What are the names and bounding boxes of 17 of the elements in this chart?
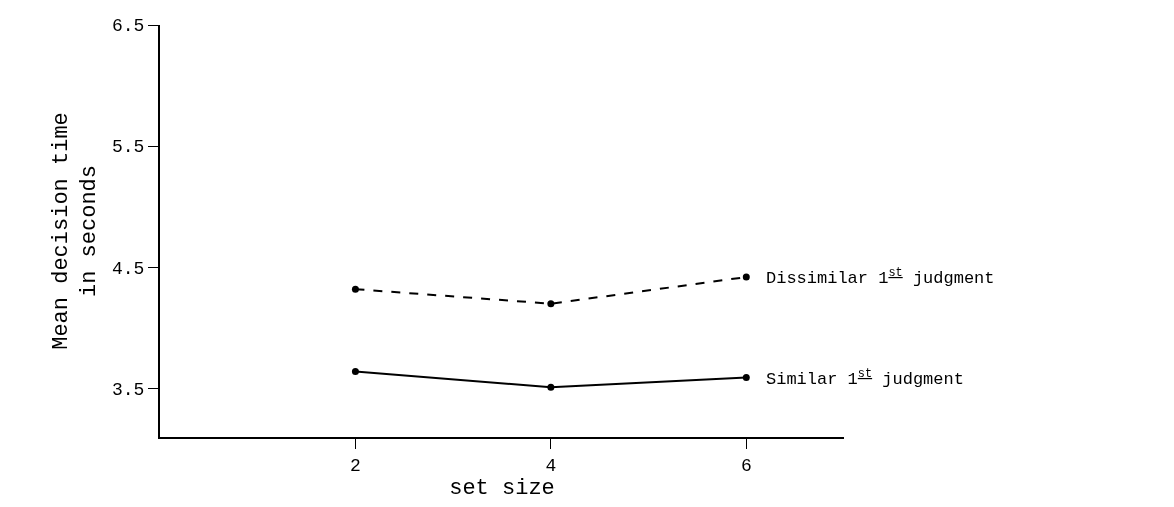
series-label: Similar 1$^{st}$ judgment — [766, 367, 964, 390]
x-tick-label: 4 — [545, 455, 557, 476]
point — [351, 368, 359, 376]
x-axis-title: set size — [449, 475, 555, 501]
point — [547, 383, 555, 391]
point — [742, 374, 750, 382]
y-tick-label: 3.5 — [111, 379, 145, 400]
x-tick-label: 2 — [350, 455, 361, 476]
point — [351, 285, 359, 293]
y-tick-label: 6.5 — [111, 16, 145, 37]
y-tick-label: 4.5 — [111, 258, 145, 279]
y-tick-label: 5.5 — [111, 137, 145, 158]
x-tick-label: 6 — [740, 455, 752, 476]
point — [742, 273, 750, 281]
y-axis-title: Mean decision time in seconds — [48, 112, 103, 350]
point — [547, 300, 555, 308]
series-label: Dissimilar 1$^{st}$ judgment — [766, 266, 995, 289]
